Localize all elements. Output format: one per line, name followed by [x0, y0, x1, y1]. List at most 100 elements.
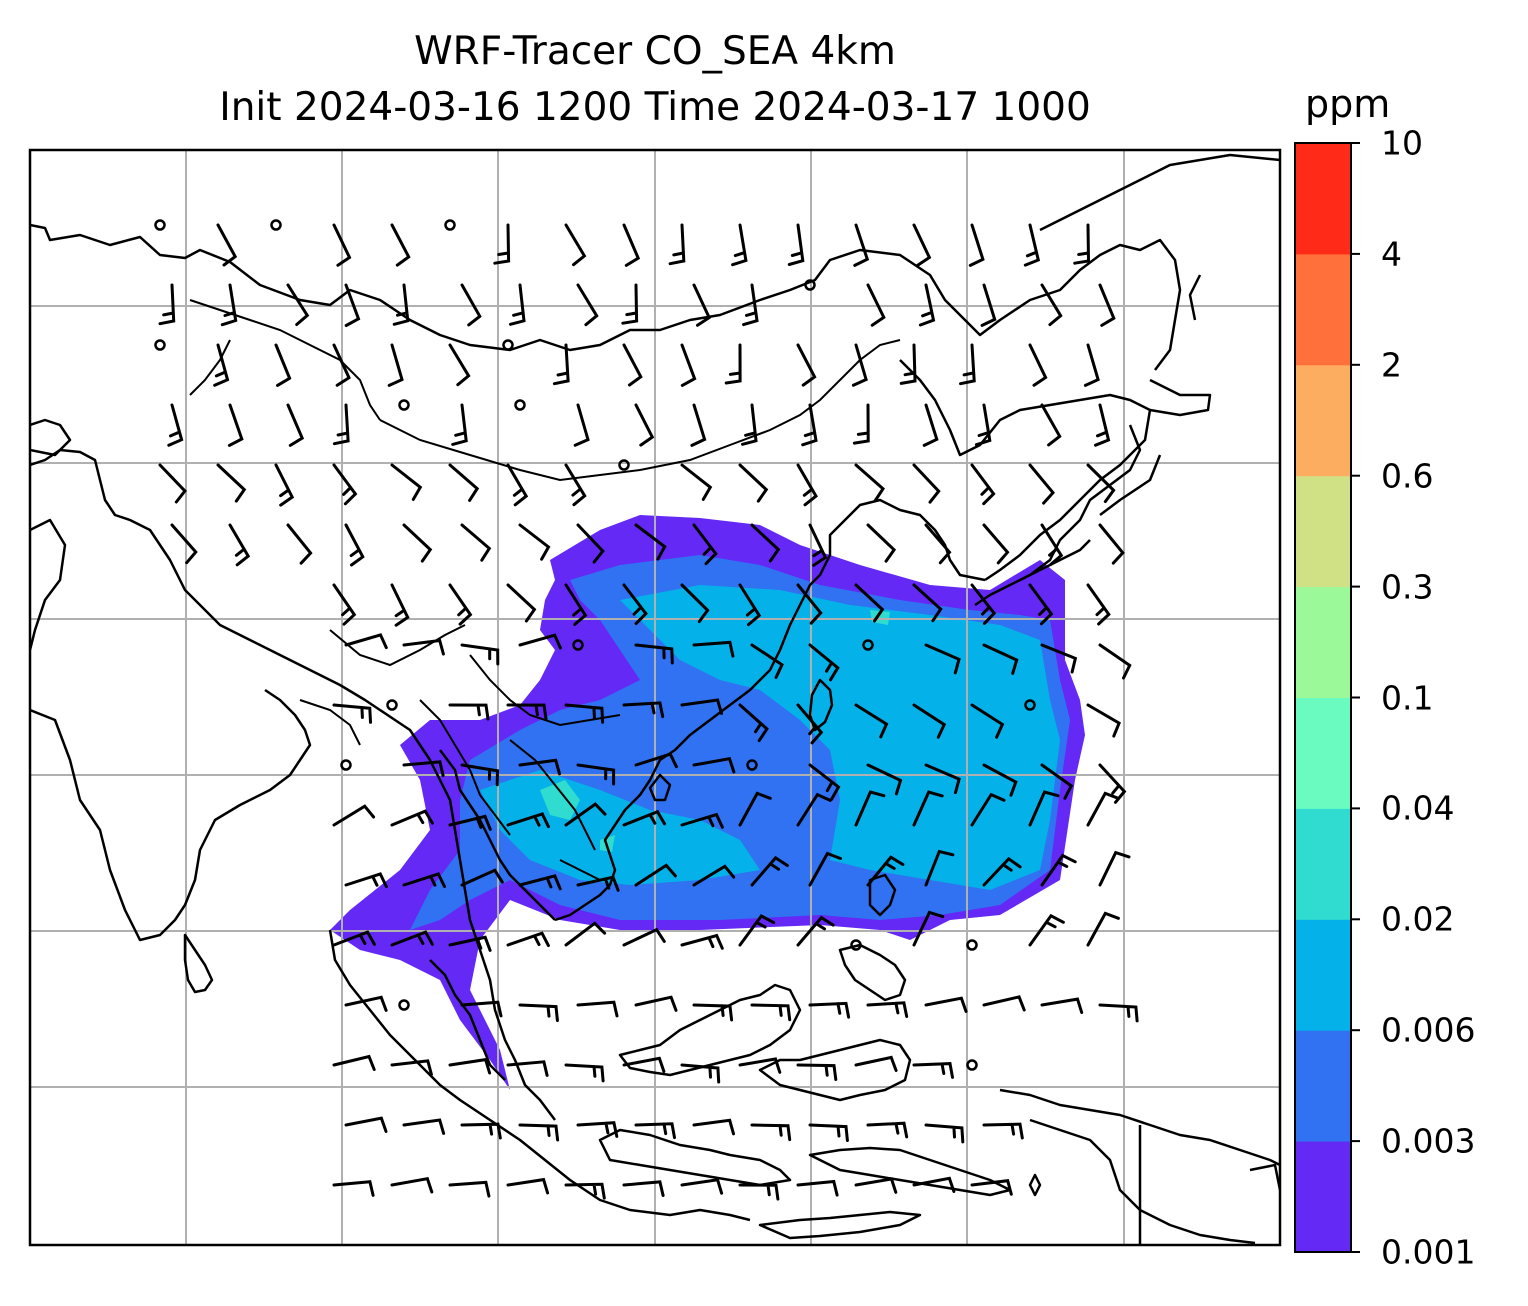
wind-barb — [912, 910, 945, 947]
wind-barb — [690, 403, 707, 447]
colorbar-segment — [1295, 475, 1351, 588]
colorbar-tick-label: 4 — [1381, 234, 1402, 274]
wind-barb — [213, 343, 230, 387]
wind-barb — [1040, 523, 1064, 566]
wind-barb — [1086, 703, 1121, 738]
wind-barb — [634, 863, 677, 887]
colorbar-unit-label: ppm — [1305, 82, 1391, 126]
calm-wind-marker — [398, 399, 410, 411]
wind-barb — [680, 583, 710, 624]
wind-barb — [1028, 790, 1060, 827]
wind-barb — [680, 698, 723, 715]
wind-barb — [506, 583, 537, 623]
wind-barb — [866, 283, 886, 327]
wind-barb — [448, 1057, 492, 1075]
wind-barb — [460, 868, 504, 887]
wind-barb — [974, 403, 992, 447]
wind-barb — [750, 1003, 792, 1022]
colorbar-tick-label: 0.3 — [1381, 567, 1434, 607]
colorbar-segment — [1295, 808, 1351, 920]
calm-wind-marker — [966, 1059, 978, 1071]
wind-barb — [796, 463, 818, 507]
wind-barb — [853, 223, 870, 267]
wind-barb — [899, 343, 917, 385]
wind-barb — [738, 583, 762, 627]
calm-wind-marker — [154, 339, 166, 351]
wind-barb — [622, 223, 641, 267]
map-title-line1: WRF-Tracer CO_SEA 4km — [414, 29, 896, 74]
colorbar-tick-label: 2 — [1381, 345, 1402, 385]
wind-barb — [506, 1177, 550, 1195]
wind-barb — [460, 763, 500, 787]
wind-barb — [634, 995, 678, 1012]
wind-barb — [622, 343, 643, 387]
colorbar-tick-label: 0.6 — [1381, 456, 1434, 496]
wind-barb — [750, 523, 781, 563]
wind-barb — [1073, 223, 1091, 265]
wind-barb — [912, 583, 943, 623]
wind-barb — [506, 931, 550, 948]
wind-barb — [286, 403, 305, 447]
wind-barb — [680, 1178, 724, 1195]
wind-barb — [912, 1176, 956, 1193]
wind-barb — [1086, 583, 1111, 626]
wind-barb — [808, 643, 840, 682]
wind-barb — [866, 855, 905, 887]
colorbar-segment — [1295, 253, 1351, 366]
wind-barb — [451, 403, 468, 446]
wind-barb — [387, 343, 404, 387]
wind-barb — [332, 463, 358, 506]
wind-barb — [332, 1054, 376, 1071]
wind-barb — [1083, 343, 1100, 387]
wind-barb — [167, 403, 184, 447]
wind-barb — [448, 814, 492, 831]
wind-barb — [912, 1062, 954, 1079]
wind-barb — [854, 703, 889, 739]
wind-barb — [982, 763, 1018, 797]
wind-barb — [448, 463, 480, 502]
wind-barb — [968, 223, 985, 267]
wind-barb — [738, 914, 776, 947]
wind-barb — [518, 1123, 560, 1142]
plot-frame — [28, 148, 1282, 1247]
tracer-level-002 — [540, 780, 580, 820]
wind-barb — [344, 872, 388, 889]
wind-barb — [692, 1118, 735, 1136]
wind-barb — [738, 1183, 780, 1201]
wind-barb — [808, 1001, 851, 1019]
calm-wind-marker — [154, 219, 166, 231]
wind-barb — [286, 523, 313, 565]
tracer-level-002c — [600, 835, 615, 852]
wind-barb — [1098, 523, 1125, 565]
wind-barb — [796, 1179, 839, 1197]
wind-barb — [227, 403, 244, 447]
wind-barb — [1098, 283, 1116, 327]
wind-barb — [344, 1116, 388, 1133]
wind-barb — [518, 1003, 559, 1022]
calm-wind-marker — [804, 279, 816, 291]
wind-barb — [1086, 791, 1120, 827]
wind-barb — [970, 792, 1006, 827]
wind-barb — [402, 872, 446, 888]
wind-barb — [573, 403, 590, 447]
calm-wind-marker — [398, 999, 410, 1011]
wind-barb — [448, 583, 473, 626]
wind-barb — [344, 633, 388, 650]
wind-barb — [344, 995, 388, 1012]
calm-wind-marker — [340, 759, 352, 771]
calm-wind-marker — [444, 219, 456, 231]
wind-barb — [448, 935, 492, 952]
wind-barb — [622, 1180, 665, 1197]
wind-barb — [1098, 643, 1132, 680]
wind-barb — [724, 343, 742, 385]
wind-barb — [866, 763, 903, 796]
wind-barb — [390, 583, 410, 627]
wind-barb — [332, 1180, 375, 1197]
wind-barb — [460, 643, 500, 666]
wind-barb — [1028, 463, 1055, 505]
wind-barb — [912, 703, 947, 739]
wind-barb — [390, 1176, 434, 1194]
wind-barb — [332, 583, 357, 626]
wind-barb — [924, 996, 968, 1013]
wind-barb — [738, 703, 769, 743]
